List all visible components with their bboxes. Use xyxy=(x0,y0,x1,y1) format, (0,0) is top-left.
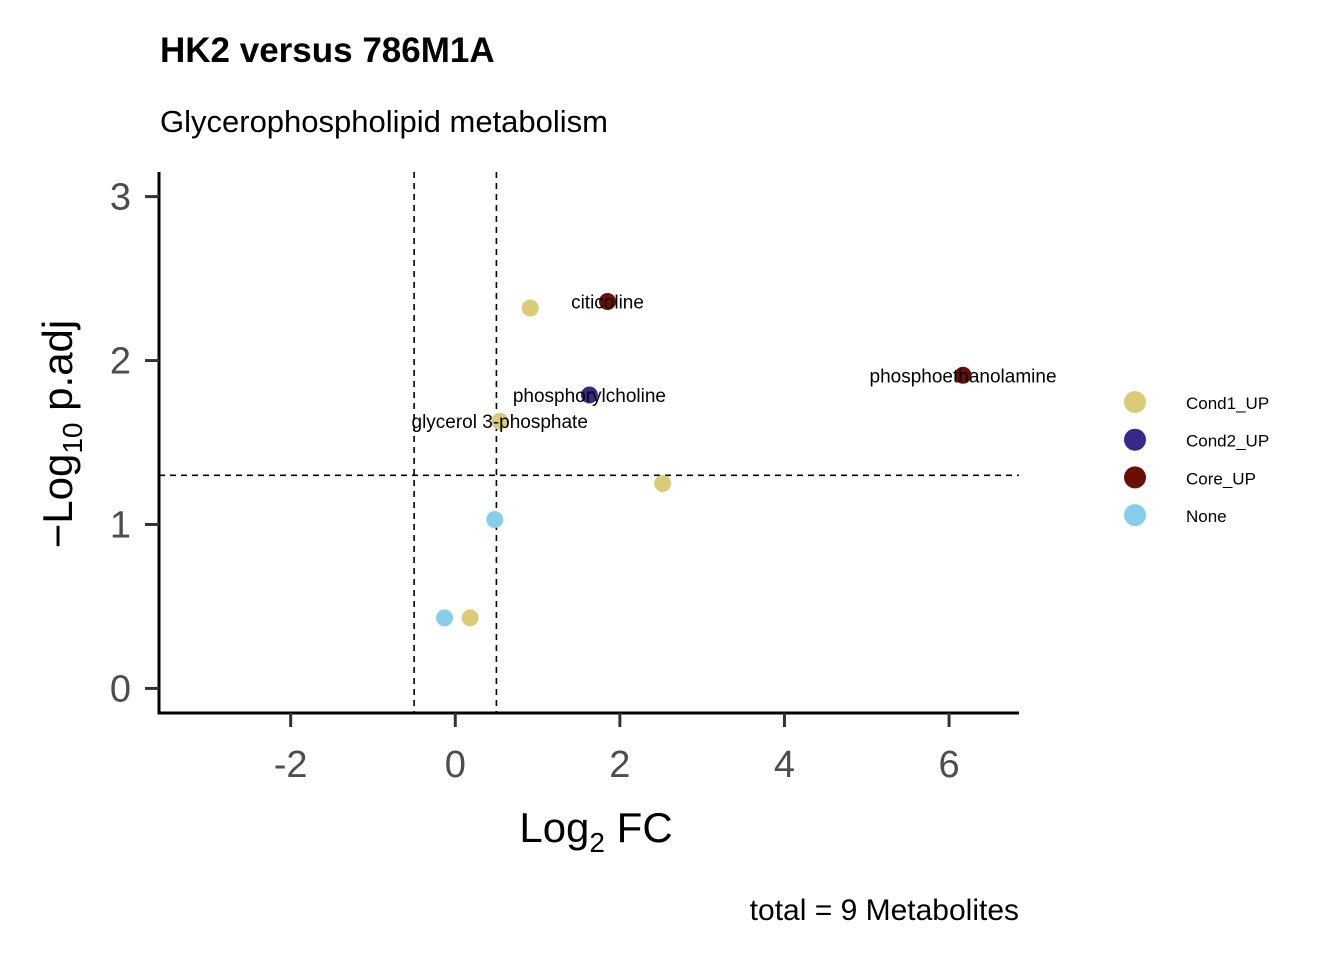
caption: total = 9 Metabolites xyxy=(750,894,1019,927)
data-point xyxy=(599,293,617,311)
threshold-lines xyxy=(159,172,1019,713)
y-tick-label: 3 xyxy=(110,177,131,219)
data-point xyxy=(436,609,454,627)
y-tick-label: 0 xyxy=(110,668,131,710)
point-label: citicoline xyxy=(571,293,644,314)
x-tick-label: 6 xyxy=(938,744,959,786)
data-point xyxy=(486,511,504,529)
data-point xyxy=(521,299,539,317)
axes: -2 0 2 4 6 0 1 2 3 xyxy=(110,172,1019,786)
x-tick-label: 4 xyxy=(774,744,795,786)
legend-label: Cond2_UP xyxy=(1186,432,1269,451)
data-point xyxy=(654,474,672,492)
point-label: phosphoethanolamine xyxy=(870,366,1057,387)
y-tick-label: 1 xyxy=(110,504,131,546)
data-point xyxy=(491,412,509,430)
chart-title: HK2 versus 786M1A xyxy=(160,31,495,70)
data-point xyxy=(580,386,598,404)
x-axis-title: Log2 FC xyxy=(519,804,672,858)
x-tick-label: 0 xyxy=(445,744,466,786)
point-labels: citicoline phosphoethanolamine phosphorylc… xyxy=(412,293,1057,434)
x-tick-label: 2 xyxy=(609,744,630,786)
y-axis-title: −Log10 p.adj xyxy=(34,320,88,549)
legend-label: Core_UP xyxy=(1186,469,1256,488)
x-tick-label: -2 xyxy=(274,744,308,786)
point-label: phosphorylcholine xyxy=(513,386,666,407)
y-tick-label: 2 xyxy=(110,341,131,383)
legend-label: None xyxy=(1186,507,1227,526)
legend-label: Cond1_UP xyxy=(1186,394,1269,413)
data-point xyxy=(461,609,479,627)
legend-key xyxy=(1124,428,1146,451)
data-points xyxy=(436,293,972,627)
legend: Cond1_UP Cond2_UP Core_UP None xyxy=(1124,391,1269,527)
legend-key xyxy=(1124,504,1146,527)
point-label: glycerol 3-phosphate xyxy=(412,412,588,433)
data-point xyxy=(954,366,972,384)
legend-key xyxy=(1124,391,1146,413)
chart-subtitle: Glycerophospholipid metabolism xyxy=(160,104,608,139)
legend-key xyxy=(1124,466,1146,489)
